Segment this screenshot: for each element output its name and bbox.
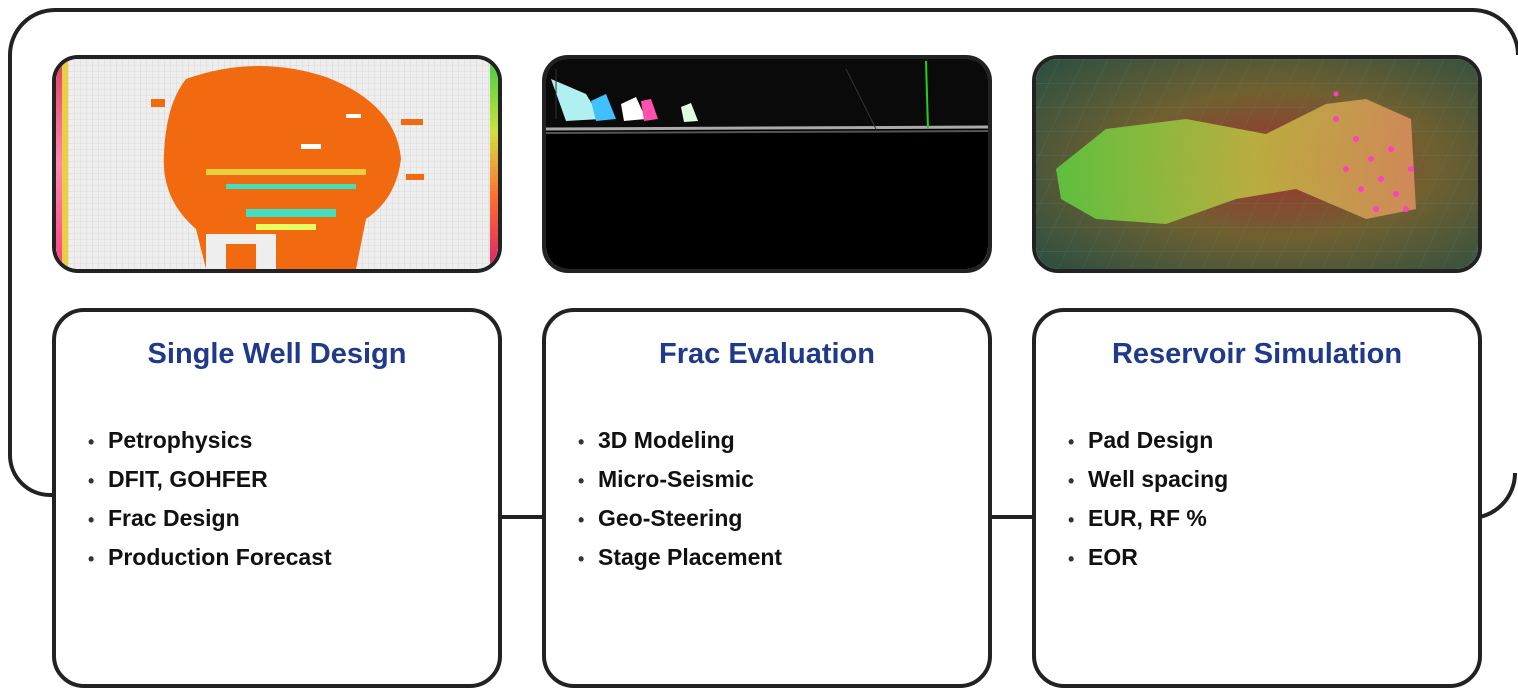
bullet-icon: • (578, 549, 585, 569)
bullet-icon: • (88, 549, 95, 569)
bullet-icon: • (578, 471, 585, 491)
reservoir-3d-image (1032, 55, 1482, 273)
bullet-icon: • (1068, 549, 1075, 569)
microseismic-3d-image (542, 55, 992, 273)
list-item: • Geo-Steering (578, 500, 782, 539)
list-item: • Well spacing (1068, 461, 1228, 500)
bullet-icon: • (578, 510, 585, 530)
list-item: • Micro-Seismic (578, 461, 782, 500)
panel-title: Frac Evaluation (659, 338, 875, 370)
bullet-icon: • (88, 432, 95, 452)
panel-title: Single Well Design (147, 338, 407, 370)
list-item: • Production Forecast (88, 539, 332, 578)
bullet-list: • Petrophysics • DFIT, GOHFER • Frac Design… (88, 422, 332, 578)
list-item: • EOR (1068, 539, 1228, 578)
list-item: • DFIT, GOHFER (88, 461, 332, 500)
bullet-list: • Pad Design • Well spacing • EUR, RF % • EO… (1068, 422, 1228, 578)
list-item: • 3D Modeling (578, 422, 782, 461)
bullet-icon: • (578, 432, 585, 452)
bullet-icon: • (88, 471, 95, 491)
grid-heatmap-image (52, 55, 502, 273)
list-item: • Stage Placement (578, 539, 782, 578)
bullet-list: • 3D Modeling • Micro-Seismic • Geo-Steerin… (578, 422, 782, 578)
bullet-icon: • (1068, 432, 1075, 452)
list-item: • Pad Design (1068, 422, 1228, 461)
panel-single-well-design: Single Well Design • Petrophysics • DFIT, … (52, 308, 502, 688)
bullet-icon: • (1068, 510, 1075, 530)
bullet-icon: • (88, 510, 95, 530)
list-item: • Petrophysics (88, 422, 332, 461)
list-item: • Frac Design (88, 500, 332, 539)
bullet-icon: • (1068, 471, 1075, 491)
list-item: • EUR, RF % (1068, 500, 1228, 539)
panel-reservoir-simulation: Reservoir Simulation • Pad Design • Well s… (1032, 308, 1482, 688)
panel-frac-evaluation: Frac Evaluation • 3D Modeling • Micro-Seis… (542, 308, 992, 688)
panel-title: Reservoir Simulation (1111, 338, 1403, 370)
